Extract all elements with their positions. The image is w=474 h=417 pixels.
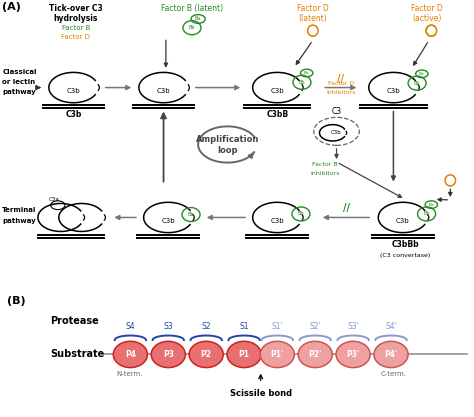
Text: Bb: Bb	[423, 211, 430, 216]
Text: Tick-over C3: Tick-over C3	[49, 3, 103, 13]
Text: S4: S4	[126, 322, 135, 331]
Text: C3b: C3b	[65, 110, 82, 119]
Text: Protease: Protease	[50, 316, 99, 326]
Text: Bb: Bb	[299, 80, 305, 85]
Text: C3b: C3b	[331, 130, 342, 135]
Text: Bb: Bb	[189, 25, 195, 30]
Text: P2': P2'	[309, 350, 322, 359]
Text: or lectin: or lectin	[2, 79, 36, 85]
Text: C3bBb: C3bBb	[392, 240, 419, 249]
Text: //: //	[337, 74, 344, 84]
Text: Bb: Bb	[298, 211, 304, 216]
Text: pathway: pathway	[2, 218, 36, 224]
Text: Ba: Ba	[304, 71, 310, 75]
Text: Ba: Ba	[195, 17, 201, 21]
Text: inhibitors: inhibitors	[327, 90, 356, 95]
Text: hydrolysis: hydrolysis	[54, 14, 98, 23]
Text: C3b: C3b	[157, 88, 170, 94]
Text: C3b: C3b	[271, 88, 284, 94]
Text: Classical: Classical	[2, 70, 37, 75]
Text: Factor D: Factor D	[62, 35, 90, 40]
Text: C3a: C3a	[49, 197, 60, 202]
Ellipse shape	[336, 341, 370, 368]
Ellipse shape	[260, 341, 294, 368]
Text: Factor D: Factor D	[297, 3, 328, 13]
Ellipse shape	[189, 341, 223, 368]
Text: P4: P4	[125, 350, 136, 359]
Text: Factor B (latent): Factor B (latent)	[161, 3, 223, 13]
Ellipse shape	[374, 341, 408, 368]
Text: C-term.: C-term.	[381, 371, 406, 377]
Text: (B): (B)	[7, 296, 26, 306]
Text: P3: P3	[163, 350, 174, 359]
Text: Amplification: Amplification	[196, 135, 259, 144]
Ellipse shape	[298, 341, 332, 368]
Text: //: //	[343, 203, 349, 213]
Text: C3: C3	[331, 107, 342, 116]
Ellipse shape	[227, 341, 261, 368]
Text: N-term.: N-term.	[116, 371, 143, 377]
Text: P1': P1'	[271, 350, 284, 359]
Text: C3b: C3b	[162, 218, 175, 224]
Text: C3bB: C3bB	[266, 110, 288, 119]
Ellipse shape	[151, 341, 185, 368]
Ellipse shape	[113, 341, 147, 368]
Text: (A): (A)	[2, 3, 21, 13]
Text: Bb: Bb	[188, 212, 194, 217]
Text: inhibitors: inhibitors	[310, 171, 339, 176]
Text: P3': P3'	[346, 350, 360, 359]
Text: S4': S4'	[385, 322, 397, 331]
Text: S1: S1	[239, 322, 249, 331]
Text: Scissile bond: Scissile bond	[229, 389, 292, 399]
Text: (C3 convertase): (C3 convertase)	[380, 253, 430, 258]
Text: P1: P1	[238, 350, 250, 359]
Text: (active): (active)	[412, 14, 441, 23]
Text: C3b: C3b	[396, 218, 410, 224]
Text: pathway: pathway	[2, 89, 36, 95]
Text: loop: loop	[217, 146, 238, 156]
Text: Substrate: Substrate	[50, 349, 104, 359]
Text: P4': P4'	[384, 350, 398, 359]
Text: Factor D: Factor D	[411, 3, 442, 13]
Text: Ba: Ba	[419, 72, 425, 76]
Text: S3': S3'	[347, 322, 359, 331]
Text: Factor B: Factor B	[312, 162, 337, 167]
Text: S2: S2	[201, 322, 211, 331]
Text: S3: S3	[164, 322, 173, 331]
Text: Ba: Ba	[428, 203, 434, 206]
Text: S1': S1'	[272, 322, 283, 331]
Text: Bb: Bb	[414, 81, 420, 85]
Text: Factor B: Factor B	[62, 25, 90, 31]
Text: Factor D: Factor D	[328, 81, 355, 86]
Text: C3b: C3b	[387, 88, 400, 94]
Text: C3b: C3b	[67, 88, 80, 94]
Text: Terminal: Terminal	[2, 207, 37, 213]
Text: S2': S2'	[310, 322, 321, 331]
Text: P2: P2	[201, 350, 212, 359]
Text: (latent): (latent)	[299, 14, 327, 23]
Text: C3b: C3b	[271, 218, 284, 224]
